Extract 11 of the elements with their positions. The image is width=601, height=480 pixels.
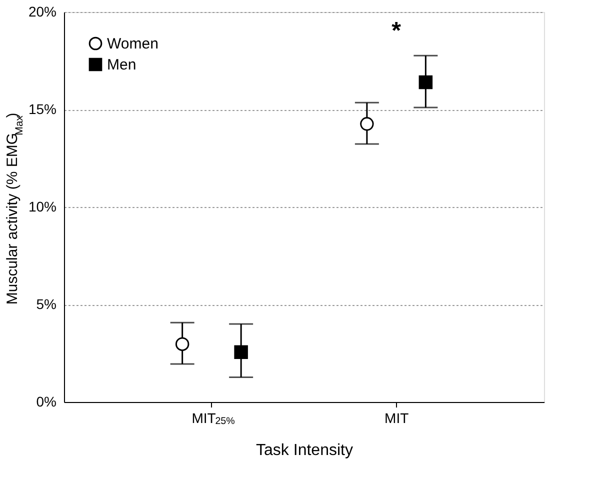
y-tick-label: 5% [36, 296, 56, 312]
y-axis-title: Muscular activity (% EMGMax) [4, 112, 26, 305]
annotation: * [392, 18, 402, 45]
legend-label: Men [107, 56, 136, 74]
y-tick-label: 10% [28, 198, 56, 214]
y-tick-label: 20% [28, 4, 56, 20]
x-axis-title: Task Intensity [256, 442, 353, 459]
y-tick-label: 0% [36, 394, 56, 410]
y-tick-label: 15% [28, 101, 56, 117]
legend-label: Women [107, 36, 158, 52]
x-tick-label: MIT [384, 410, 410, 426]
